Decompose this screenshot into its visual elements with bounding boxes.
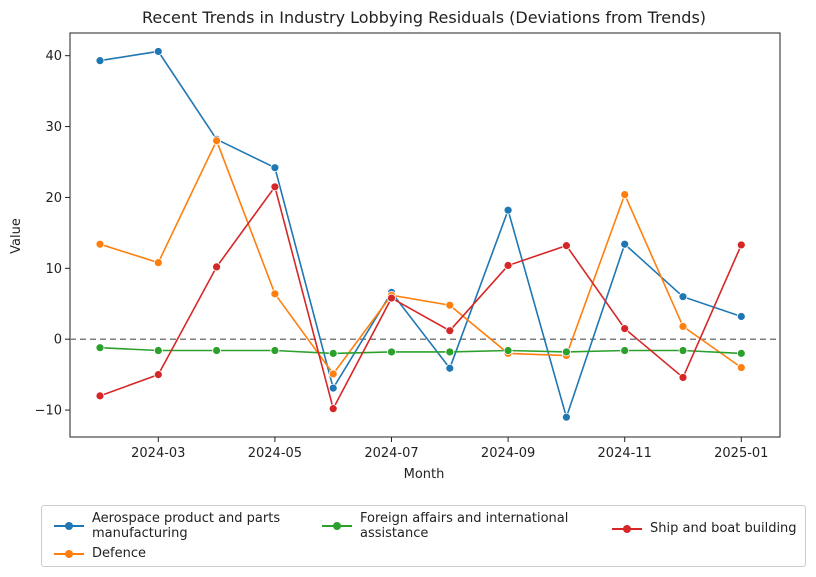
series-line-ship [99, 184, 743, 411]
data-point-defence [678, 322, 688, 331]
data-point-ship [620, 324, 630, 333]
series-line-defence [99, 138, 742, 376]
y-axis-label: Value [9, 218, 24, 254]
data-point-foreign [270, 346, 280, 355]
legend-swatch-foreign [322, 521, 352, 531]
legend-swatch-ship [612, 524, 642, 534]
y-tick-label: −10 [35, 404, 62, 419]
x-axis-label: Month [404, 467, 445, 482]
data-point-foreign [153, 346, 163, 355]
data-point-foreign [387, 347, 396, 357]
data-point-ship [270, 182, 280, 192]
data-point-defence [153, 258, 163, 268]
data-point-foreign [620, 346, 630, 355]
x-tick-label: 2024-07 [364, 446, 418, 461]
data-point-foreign [503, 346, 513, 355]
data-point-ship [95, 391, 105, 401]
legend-swatch-aerospace [54, 521, 84, 531]
data-point-aerospace [678, 292, 688, 302]
data-point-foreign [95, 343, 105, 353]
y-tick-label: 20 [45, 191, 62, 206]
data-point-ship [503, 261, 513, 270]
data-point-aerospace [95, 56, 105, 66]
chart: Recent Trends in Industry Lobbying Resid… [9, 8, 781, 482]
data-point-defence [212, 136, 222, 146]
data-point-defence [270, 289, 280, 299]
legend-label-defence: Defence [92, 546, 146, 561]
data-point-defence [620, 190, 630, 200]
legend-item-foreign: Foreign affairs and international assist… [322, 511, 568, 541]
data-point-aerospace [503, 205, 513, 215]
data-point-aerospace [445, 363, 455, 373]
data-point-defence [328, 369, 338, 379]
legend-label-ship: Ship and boat building [650, 521, 797, 536]
data-point-defence [736, 363, 746, 372]
chart-title: Recent Trends in Industry Lobbying Resid… [142, 8, 706, 27]
data-point-foreign [562, 347, 571, 357]
data-point-ship [212, 262, 222, 272]
data-point-ship [387, 293, 396, 303]
data-point-foreign [212, 346, 222, 355]
legend-label-aerospace: Aerospace product and parts manufacturin… [92, 511, 281, 541]
axes-frame [69, 32, 781, 438]
data-point-aerospace [736, 312, 746, 321]
data-point-ship [562, 241, 571, 251]
legend-item-ship: Ship and boat building [612, 521, 797, 536]
data-point-ship [736, 240, 746, 250]
y-tick-label: 0 [54, 333, 62, 348]
data-point-aerospace [270, 163, 280, 173]
legend-item-aerospace: Aerospace product and parts manufacturin… [54, 511, 280, 541]
data-point-defence [445, 300, 455, 310]
data-point-ship [678, 373, 688, 382]
legend-label-foreign: Foreign affairs and international assist… [360, 511, 569, 541]
data-point-aerospace [620, 239, 630, 249]
data-point-aerospace [562, 412, 571, 422]
data-point-foreign [328, 348, 338, 358]
data-point-ship [445, 326, 455, 336]
x-tick-label: 2024-09 [481, 446, 535, 461]
plot-area: −10 0 10 20 30 40 2024-03 2024-05 2024-07 2024-09… [35, 32, 781, 461]
data-point-aerospace [153, 47, 163, 56]
data-point-defence [95, 239, 105, 249]
legend-swatch-defence [54, 549, 84, 559]
x-tick-label: 2024-11 [598, 446, 652, 461]
x-tick-label: 2024-03 [131, 446, 185, 461]
data-point-foreign [736, 348, 746, 358]
data-point-ship [328, 404, 338, 414]
data-point-ship [153, 370, 163, 380]
series-line-foreign [99, 346, 742, 355]
y-tick-label: 40 [45, 49, 62, 64]
series-line-aerospace [99, 50, 742, 420]
legend: Aerospace product and parts manufacturin… [41, 505, 806, 567]
x-tick-label: 2024-05 [248, 446, 302, 461]
y-tick-label: 30 [45, 120, 62, 135]
y-tick-label: 10 [45, 262, 62, 277]
data-point-foreign [445, 347, 455, 357]
data-point-aerospace [328, 383, 338, 393]
data-point-foreign [678, 346, 688, 355]
x-tick-label: 2025-01 [714, 446, 768, 461]
legend-item-defence: Defence [54, 546, 146, 561]
